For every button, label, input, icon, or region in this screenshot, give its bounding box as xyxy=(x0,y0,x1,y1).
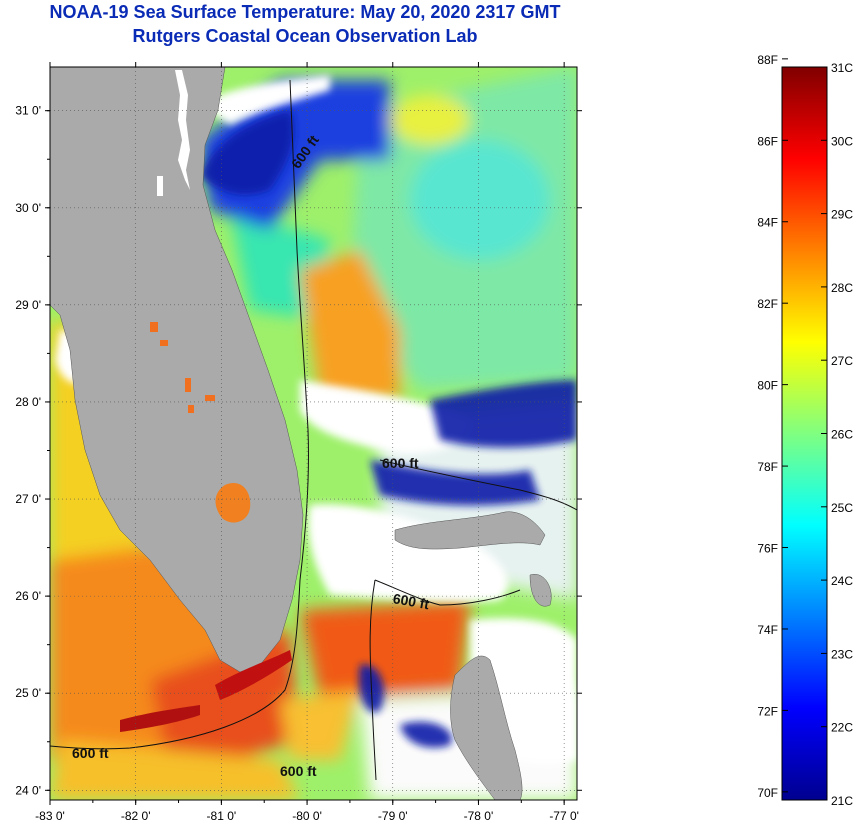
contour-label-600ft-3: 600 ft xyxy=(392,590,431,612)
celsius-label: 31C xyxy=(831,61,853,75)
fahrenheit-label: 76F xyxy=(757,542,778,556)
florida-keys xyxy=(215,650,292,700)
map-subtitle: Rutgers Coastal Ocean Observation Lab xyxy=(132,26,478,46)
celsius-label: 25C xyxy=(831,501,853,515)
contour-label-600ft-5: 600 ft xyxy=(280,763,317,779)
fahrenheit-label: 70F xyxy=(757,786,778,800)
contour-label-600ft-2: 600 ft xyxy=(382,455,419,471)
fahrenheit-label: 82F xyxy=(757,297,778,311)
celsius-label: 23C xyxy=(831,647,853,661)
fahrenheit-label: 74F xyxy=(757,623,778,637)
lon-label: -83 0' xyxy=(35,809,65,823)
celsius-label: 22C xyxy=(831,721,853,735)
fahrenheit-label: 72F xyxy=(757,704,778,718)
lat-label: 31 0' xyxy=(15,104,41,118)
map-frame xyxy=(49,66,578,801)
fahrenheit-label: 78F xyxy=(757,460,778,474)
fahrenheit-label: 80F xyxy=(757,379,778,393)
celsius-label: 30C xyxy=(831,134,853,148)
lat-label: 25 0' xyxy=(15,686,41,700)
inland-lakes xyxy=(150,322,215,413)
lon-label: -80 0' xyxy=(292,809,322,823)
lake-okeechobee xyxy=(215,482,251,523)
latitude-labels: 31 0' 30 0' 29 0' 28 0' 27 0' 26 0' 25 0' 24 0' xyxy=(15,104,41,798)
lat-label: 26 0' xyxy=(15,589,41,603)
map-title: NOAA-19 Sea Surface Temperature: May 20,… xyxy=(49,2,561,22)
lon-label: -79 0' xyxy=(378,809,408,823)
colorbar-fahrenheit-labels: 88F 86F 84F 82F 80F 78F 76F 74F 72F 70F xyxy=(757,53,778,800)
axis-ticks xyxy=(45,62,582,805)
lat-label: 24 0' xyxy=(15,783,41,797)
celsius-label: 26C xyxy=(831,428,853,442)
cloud-mask xyxy=(55,75,577,764)
fahrenheit-label: 88F xyxy=(757,53,778,67)
longitude-labels: -83 0' -82 0' -81 0' -80 0' -79 0' -78 0' -77 … xyxy=(35,809,579,823)
fahrenheit-label: 86F xyxy=(757,134,778,148)
lat-label: 30 0' xyxy=(15,201,41,215)
fahrenheit-label: 84F xyxy=(757,216,778,230)
lat-label: 29 0' xyxy=(15,298,41,312)
colorbar-ticks xyxy=(782,58,827,801)
isobath-600ft xyxy=(50,79,577,781)
cool-bands xyxy=(200,110,577,748)
celsius-label: 27C xyxy=(831,354,853,368)
celsius-label: 29C xyxy=(831,208,853,222)
celsius-label: 24C xyxy=(831,574,853,588)
lon-label: -81 0' xyxy=(207,809,237,823)
colorbar-celsius-labels: 31C 30C 29C 28C 27C 26C 25C 24C 23C 22C 21C xyxy=(831,61,853,808)
lat-label: 28 0' xyxy=(15,395,41,409)
bahamas-land xyxy=(450,655,523,800)
celsius-label: 21C xyxy=(831,794,853,808)
lon-label: -78 0' xyxy=(464,809,494,823)
lon-label: -82 0' xyxy=(121,809,151,823)
contour-label-600ft-4: 600 ft xyxy=(72,745,109,761)
colorbar xyxy=(781,66,828,801)
map-panel: 600 ft 600 ft 600 ft 600 ft 600 ft xyxy=(50,67,577,800)
lon-label: -77 0' xyxy=(549,809,579,823)
lat-label: 27 0' xyxy=(15,492,41,506)
celsius-label: 28C xyxy=(831,281,853,295)
grand-bahama-land xyxy=(394,511,546,550)
rivers xyxy=(157,70,190,196)
